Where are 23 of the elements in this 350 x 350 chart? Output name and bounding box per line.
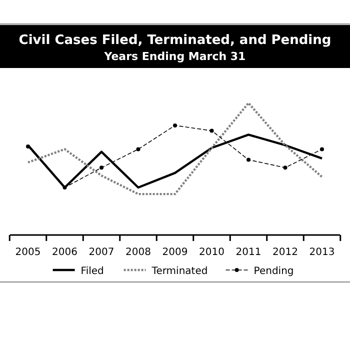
point (26, 144, 30, 149)
x-tick-label: 2011 (236, 247, 262, 258)
chart-subtitle: Years Ending March 31 (103, 50, 246, 63)
point (173, 123, 177, 128)
legend-label: Filed (80, 266, 104, 277)
point (210, 128, 214, 133)
x-tick-label: 2009 (162, 247, 188, 258)
legend-label: Terminated (150, 266, 208, 277)
x-tick-label: 2006 (52, 247, 78, 258)
legend-label: Pending (254, 266, 294, 277)
point (246, 158, 250, 162)
x-tick-label: 2007 (88, 247, 114, 258)
x-tick-label: 2013 (309, 247, 335, 258)
point (62, 185, 67, 190)
chart-title: Civil Cases Filed, Terminated, and Pending (18, 33, 332, 48)
point (100, 166, 104, 170)
x-tick-label: 2005 (15, 247, 41, 258)
x-tick-label: 2008 (126, 247, 151, 258)
point (320, 147, 324, 152)
x-tick-label: 2012 (272, 247, 298, 258)
x-tick-label: 2010 (199, 247, 224, 258)
point (136, 147, 140, 152)
point (283, 166, 288, 170)
